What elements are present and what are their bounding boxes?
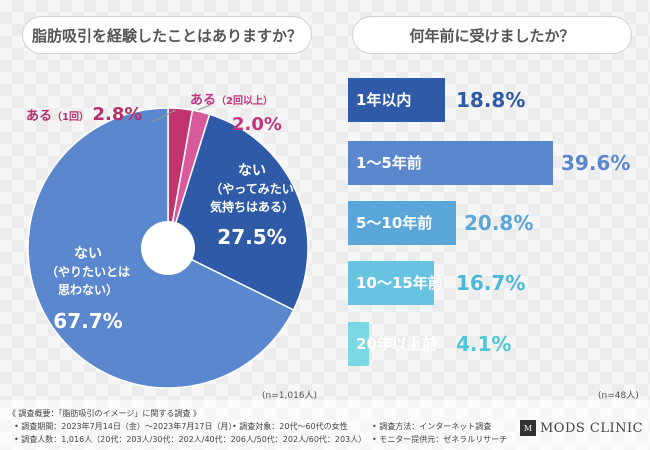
pie-slice-3 xyxy=(167,113,309,311)
bar-2 xyxy=(348,141,553,185)
bar-3 xyxy=(348,201,456,245)
slice-2-label: ある（2回以上） xyxy=(190,93,273,108)
survey-title: 《 調査概要：「脂肪吸引のイメージ」に関する調査 》 xyxy=(8,409,201,418)
slice-4-line3: 思わない） xyxy=(58,282,118,297)
slice-3-pct: 27.5% xyxy=(217,225,286,249)
bar-category-label: 5〜10年前 xyxy=(356,214,433,232)
pie-center-hole xyxy=(141,221,195,275)
slice-4-line2: （やりたいとは xyxy=(46,264,130,279)
bar-4 xyxy=(348,261,434,305)
bar-5 xyxy=(348,322,369,366)
survey-people: 調査人数：1,016人（20代：203人/30代：202人/40代：206人/5… xyxy=(14,434,366,445)
leader-line-2 xyxy=(197,104,211,111)
survey-provider: モニター提供元：ゼネラルリサーチ xyxy=(372,434,507,445)
pie-sample-size: (n=1,016人) xyxy=(262,391,318,401)
bar-chart-title: 何年前に受けましたか？ xyxy=(352,16,632,54)
bar-category-label: 1年以内 xyxy=(356,91,412,109)
survey-method: 調査方法：インターネット調査 xyxy=(372,421,491,432)
survey-period: 調査期間：2023年7月14日（金）〜2023年7月17日（月） xyxy=(14,421,236,432)
slice-2-pct: 2.0% xyxy=(232,114,282,135)
bar-value-label: 16.7% xyxy=(456,271,526,295)
slice-3-line2: （やってみたい xyxy=(210,181,293,196)
logo-text: MODS CLINIC xyxy=(540,420,644,436)
bar-category-label: 10〜15年前 xyxy=(356,274,443,292)
bar-value-label: 20.8% xyxy=(464,211,534,235)
leader-line-1 xyxy=(151,109,177,123)
survey-target: 調査対象：20代〜60代の女性 xyxy=(232,421,347,432)
slice-1-label: ある（1回） 2.8% xyxy=(26,104,142,125)
logo-icon: M xyxy=(520,420,536,436)
bar-1 xyxy=(348,78,445,122)
bar-value-label: 39.6% xyxy=(561,151,631,175)
pie-chart-title: 脂肪吸引を経験したことはありますか？ xyxy=(22,16,312,54)
slice-3-line1: ない xyxy=(238,163,266,179)
bar-sample-size: (n=48人) xyxy=(598,391,639,401)
slice-4-line1: ない xyxy=(74,246,102,262)
bar-category-label: 20年以上前 xyxy=(356,335,437,353)
bar-value-label: 4.1% xyxy=(456,332,512,356)
bar-value-label: 18.8% xyxy=(456,88,526,112)
bar-category-label: 1〜5年前 xyxy=(356,154,422,172)
slice-3-line3: 気持ちはある） xyxy=(210,199,294,214)
slice-4-pct: 67.7% xyxy=(53,309,122,333)
clinic-logo: M MODS CLINIC xyxy=(520,420,643,436)
